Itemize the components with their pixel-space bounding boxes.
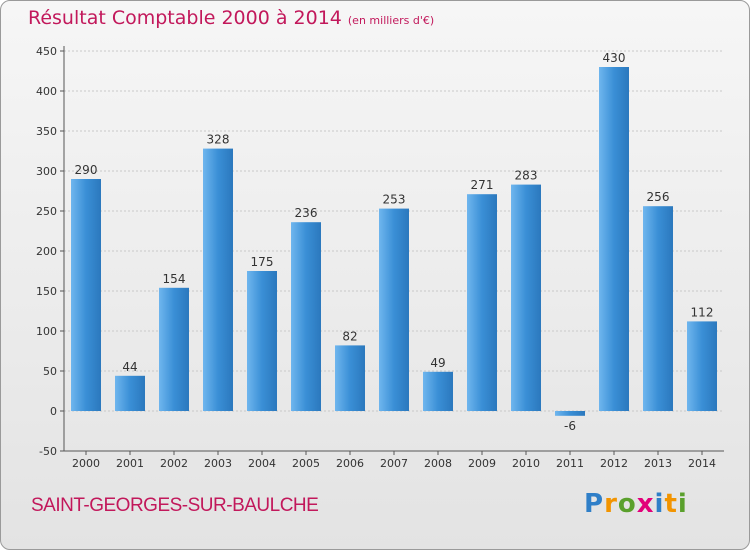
- bar-2001: [115, 375, 145, 411]
- bar-2006: [335, 345, 365, 411]
- value-label-2012: 430: [603, 51, 626, 65]
- x-tick-label-2009: 2009: [468, 457, 496, 470]
- labels: -50 0 50 100 150 200 250 300 350 400 450 290 2000 44 2…: [36, 45, 716, 470]
- x-tick-label-2004: 2004: [248, 457, 276, 470]
- x-tick-label-2010: 2010: [512, 457, 540, 470]
- x-tick-label-2011: 2011: [556, 457, 584, 470]
- x-tick-label-2012: 2012: [600, 457, 628, 470]
- value-label-2009: 271: [471, 178, 494, 192]
- logo-letter: t: [664, 489, 678, 519]
- x-tick-label-2001: 2001: [116, 457, 144, 470]
- bar-2003: [203, 148, 233, 411]
- chart-subtitle: (en milliers d'€): [347, 14, 435, 27]
- bar-2010: [511, 184, 541, 411]
- value-label-2007: 253: [383, 193, 406, 207]
- value-label-2014: 112: [691, 305, 714, 319]
- value-label-2001: 44: [122, 360, 137, 374]
- bars: [71, 67, 717, 416]
- y-tick-label: 50: [43, 365, 57, 378]
- logo-letter: r: [604, 489, 618, 519]
- value-label-2008: 49: [430, 356, 445, 370]
- bar-2002: [159, 287, 189, 411]
- bar-2008: [423, 371, 453, 411]
- axes: [60, 46, 724, 455]
- chart-title-text: Résultat Comptable 2000 à 2014: [28, 7, 342, 29]
- logo-letter: x: [636, 489, 655, 519]
- value-label-2005: 236: [295, 206, 318, 220]
- value-label-2011: -6: [564, 419, 576, 433]
- value-label-2013: 256: [647, 190, 670, 204]
- bar-2012: [599, 67, 629, 411]
- value-label-2004: 175: [251, 255, 274, 269]
- y-tick-label: -50: [39, 445, 57, 458]
- bar-2005: [291, 222, 321, 411]
- x-tick-label-2002: 2002: [160, 457, 188, 470]
- bar-2000: [71, 179, 101, 411]
- value-label-2000: 290: [75, 163, 98, 177]
- x-tick-label-2003: 2003: [204, 457, 232, 470]
- y-tick-label: 250: [36, 205, 57, 218]
- bar-2004: [247, 271, 277, 411]
- y-tick-label: 300: [36, 165, 57, 178]
- value-label-2002: 154: [163, 272, 186, 286]
- x-tick-label-2007: 2007: [380, 457, 408, 470]
- x-tick-label-2005: 2005: [292, 457, 320, 470]
- bar-2011: [555, 411, 585, 416]
- bar-2007: [379, 208, 409, 411]
- bar-2009: [467, 194, 497, 411]
- x-tick-label-2008: 2008: [424, 457, 452, 470]
- bar-2013: [643, 206, 673, 411]
- value-label-2006: 82: [342, 329, 357, 343]
- y-tick-label: 200: [36, 245, 57, 258]
- x-tick-label-2014: 2014: [688, 457, 716, 470]
- x-tick-label-2000: 2000: [72, 457, 100, 470]
- logo-letter: o: [617, 489, 637, 519]
- y-tick-label: 150: [36, 285, 57, 298]
- x-tick-label-2006: 2006: [336, 457, 364, 470]
- y-tick-label: 400: [36, 85, 57, 98]
- y-tick-label: 450: [36, 45, 57, 58]
- logo-letter: i: [654, 489, 665, 519]
- y-tick-label: 100: [36, 325, 57, 338]
- x-tick-label-2013: 2013: [644, 457, 672, 470]
- value-label-2010: 283: [515, 169, 538, 183]
- value-label-2003: 328: [207, 133, 230, 147]
- y-tick-label: 0: [50, 405, 57, 418]
- proxiti-logo: Proxiti: [584, 489, 688, 519]
- y-tick-label: 350: [36, 125, 57, 138]
- logo-letter: P: [584, 489, 605, 519]
- logo-letter: i: [677, 489, 688, 519]
- chart-title: Résultat Comptable 2000 à 2014 (en millie…: [28, 7, 434, 29]
- bar-2014: [687, 321, 717, 411]
- commune-name: SAINT-GEORGES-SUR-BAULCHE: [31, 495, 319, 516]
